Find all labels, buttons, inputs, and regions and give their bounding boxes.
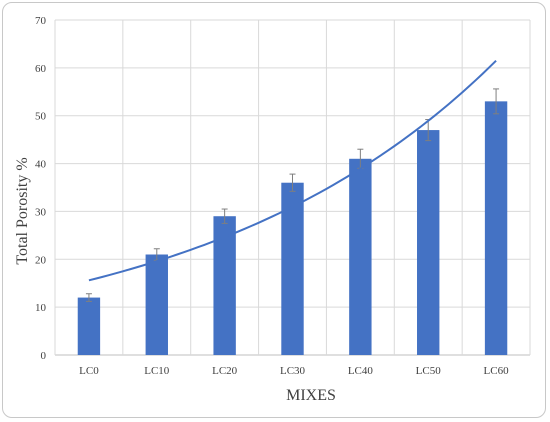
trendline bbox=[88, 59, 497, 282]
bar bbox=[145, 254, 168, 355]
x-tick-label: LC10 bbox=[144, 365, 170, 377]
bar bbox=[213, 216, 236, 355]
bar bbox=[349, 158, 372, 355]
x-tick-label: LC60 bbox=[484, 365, 510, 377]
x-axis-title: MIXES bbox=[286, 387, 336, 404]
bar bbox=[77, 297, 101, 355]
y-tick-label: 70 bbox=[35, 15, 47, 27]
x-tick-label: LC0 bbox=[79, 365, 99, 377]
error-bar bbox=[493, 88, 500, 115]
x-tick-label: LC40 bbox=[348, 365, 374, 377]
y-tick-label: 40 bbox=[35, 159, 47, 171]
x-tick-labels: LC0 LC10 LC20 LC30 LC40 LC50 LC60 bbox=[79, 365, 509, 377]
bar bbox=[281, 182, 304, 355]
x-tick-label: LC30 bbox=[280, 365, 306, 377]
error-bar bbox=[289, 173, 296, 192]
x-tick-label: LC20 bbox=[212, 365, 238, 377]
y-tick-label: 50 bbox=[35, 111, 47, 123]
y-tick-label: 30 bbox=[35, 206, 47, 218]
gridlines bbox=[54, 19, 531, 356]
error-bar bbox=[85, 293, 92, 302]
bar bbox=[417, 130, 440, 355]
x-tick-label: LC50 bbox=[416, 365, 442, 377]
y-tick-label: 10 bbox=[35, 302, 47, 314]
y-tick-label: 60 bbox=[35, 63, 47, 75]
y-tick-label: 0 bbox=[41, 350, 47, 362]
y-axis-title: Total Porosity % bbox=[14, 157, 31, 264]
bar bbox=[484, 101, 508, 355]
y-tick-label: 20 bbox=[35, 254, 47, 266]
error-bar bbox=[221, 208, 228, 224]
bars bbox=[77, 101, 508, 355]
y-tick-labels: 0 10 20 30 40 50 60 70 bbox=[35, 15, 47, 362]
trendline-curve bbox=[88, 59, 497, 282]
